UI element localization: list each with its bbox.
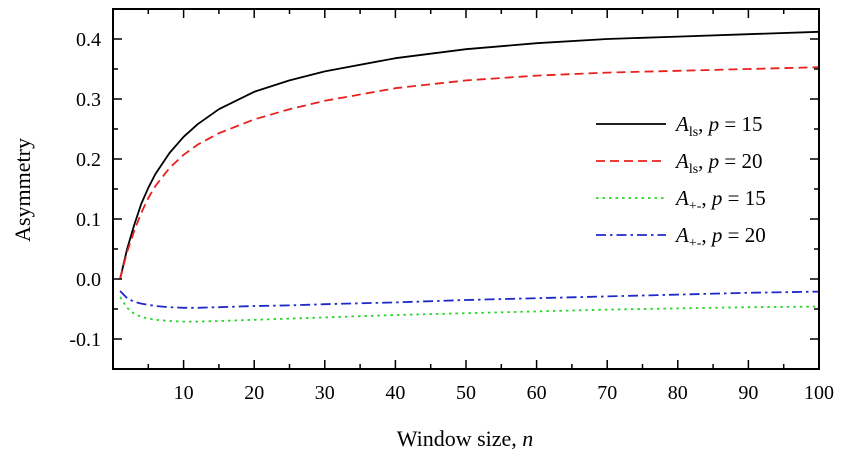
x-tick-label: 20: [244, 382, 264, 404]
series-line-3: [119, 296, 820, 323]
legend: Als, p = 15 Als, p = 20 A+-, p = 15 A+-, p …: [596, 112, 766, 251]
x-tick-label: 50: [456, 382, 476, 404]
x-tick-label: 40: [385, 382, 405, 404]
y-tick-label: 0.3: [76, 89, 101, 111]
legend-label-2: Als, p = 20: [674, 149, 763, 177]
legend-label-4: A+-, p = 20: [674, 223, 766, 251]
y-tick-label: 0.2: [76, 149, 101, 171]
series-line-2: [119, 66, 820, 280]
x-tick-label: 70: [597, 382, 617, 404]
x-axis-label-var: n: [522, 426, 533, 451]
plot-lines: [119, 30, 820, 323]
x-tick-label: 80: [668, 382, 688, 404]
y-tick-label: 0.0: [76, 269, 101, 291]
legend-label-3: A+-, p = 15: [674, 186, 766, 214]
x-tick-label: 10: [174, 382, 194, 404]
legend-label-1: Als, p = 15: [674, 112, 763, 140]
y-axis-label: Asymmetry: [10, 138, 35, 242]
y-tick-label: -0.1: [69, 329, 101, 351]
x-tick-label: 90: [738, 382, 758, 404]
x-axis-label-text: Window size,: [397, 426, 523, 451]
series-line-1: [119, 30, 820, 280]
x-tick-label: 100: [804, 382, 834, 404]
series-line-4: [119, 290, 820, 309]
ticks: 10 20 30 40 50 60 70 80 90 100 -0.1 0.0 0.1 0.2 0.3 0.4: [69, 8, 834, 404]
y-tick-label: 0.1: [76, 209, 101, 231]
y-tick-label: 0.4: [76, 29, 101, 51]
x-axis-label: Window size, n: [397, 426, 534, 451]
x-tick-label: 60: [527, 382, 547, 404]
x-tick-label: 30: [315, 382, 335, 404]
